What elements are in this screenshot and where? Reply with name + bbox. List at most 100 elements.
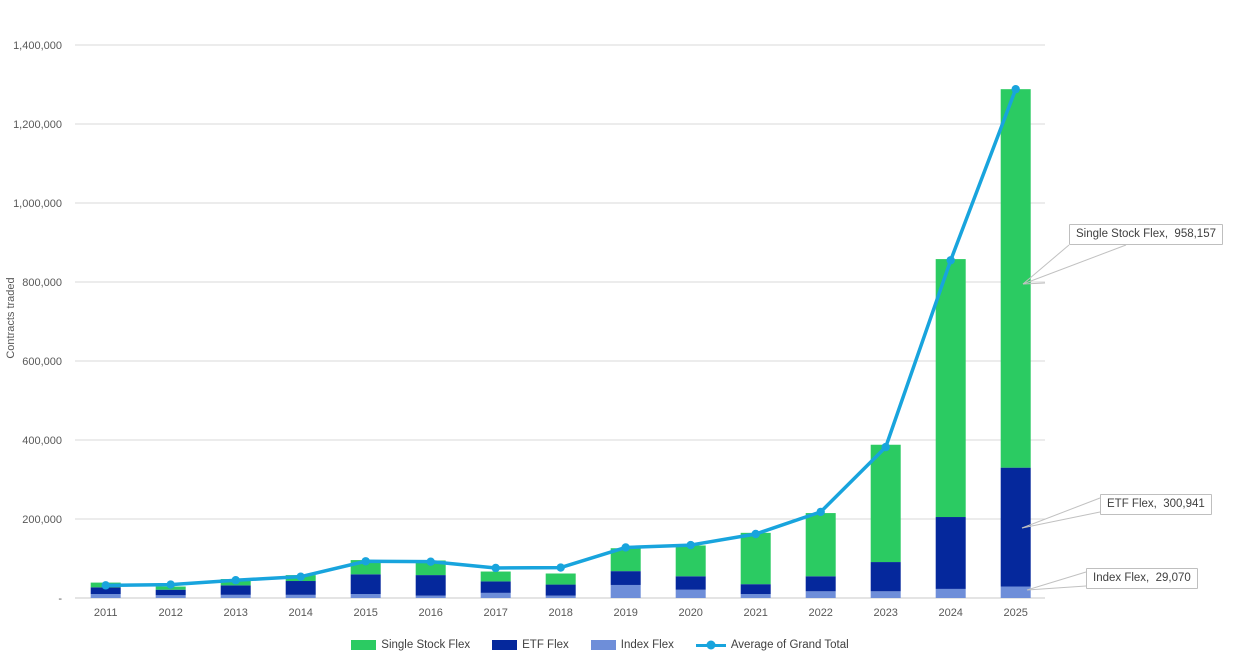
leader-line bbox=[1021, 511, 1101, 529]
x-tick-label: 2022 bbox=[808, 607, 832, 619]
data-label-etf-flex: ETF Flex, 300,941 bbox=[1100, 494, 1212, 515]
line-marker-2024 bbox=[946, 256, 955, 265]
leader-line bbox=[1022, 244, 1127, 285]
bar-index-flex-2016 bbox=[415, 595, 446, 598]
line-marker-2012 bbox=[166, 580, 175, 589]
bar-index-flex-2022 bbox=[805, 591, 836, 598]
data-label-single-stock-flex: Single Stock Flex, 958,157 bbox=[1069, 224, 1223, 245]
leader-line bbox=[1021, 497, 1101, 529]
line-marker-2016 bbox=[426, 557, 435, 566]
bar-etf-flex-2016 bbox=[415, 575, 446, 596]
bar-index-flex-2013 bbox=[220, 594, 251, 598]
bar-etf-flex-2021 bbox=[740, 584, 771, 595]
bar-index-flex-2018 bbox=[545, 595, 576, 598]
bar-index-flex-2020 bbox=[675, 589, 706, 598]
legend: Single Stock Flex ETF Flex Index Flex Av… bbox=[0, 639, 1200, 651]
line-marker-2019 bbox=[621, 543, 630, 552]
x-tick-label: 2018 bbox=[548, 607, 572, 619]
bar-etf-flex-2022 bbox=[805, 576, 836, 592]
bar-index-flex-2019 bbox=[610, 584, 641, 598]
line-marker-2015 bbox=[361, 557, 370, 566]
bar-index-flex-2011 bbox=[90, 594, 121, 598]
bar-single-stock-flex-2023 bbox=[870, 444, 901, 563]
leader-line bbox=[1026, 585, 1087, 591]
leader-line bbox=[1026, 571, 1087, 591]
bar-index-flex-2015 bbox=[350, 594, 381, 598]
line-marker-2021 bbox=[751, 529, 760, 539]
x-tick-label: 2014 bbox=[288, 607, 312, 619]
x-tick-label: 2015 bbox=[353, 607, 377, 619]
x-tick-label: 2021 bbox=[743, 607, 767, 619]
x-tick-label: 2024 bbox=[938, 607, 962, 619]
x-tick-label: 2023 bbox=[873, 607, 897, 619]
bar-single-stock-flex-2025 bbox=[1000, 89, 1031, 468]
line-marker-2017 bbox=[491, 563, 500, 573]
y-tick-label: 1,400,000 bbox=[13, 40, 62, 52]
y-tick-label: - bbox=[58, 593, 62, 605]
x-tick-label: 2012 bbox=[158, 607, 182, 619]
bar-etf-flex-2020 bbox=[675, 576, 706, 590]
line-marker-2013 bbox=[231, 576, 240, 585]
y-tick-label: 200,000 bbox=[22, 514, 62, 526]
line-marker-2018 bbox=[556, 563, 565, 572]
x-tick-label: 2019 bbox=[613, 607, 637, 619]
legend-item-etf-flex: ETF Flex bbox=[492, 639, 569, 651]
bar-etf-flex-2023 bbox=[870, 562, 901, 592]
y-tick-label: 1,000,000 bbox=[13, 198, 62, 210]
bar-index-flex-2014 bbox=[285, 594, 316, 598]
y-tick-label: 1,200,000 bbox=[13, 119, 62, 131]
x-tick-label: 2016 bbox=[418, 607, 442, 619]
x-tick-label: 2020 bbox=[678, 607, 702, 619]
bar-index-flex-2024 bbox=[935, 588, 966, 598]
bar-single-stock-flex-2021 bbox=[740, 532, 771, 585]
bar-single-stock-flex-2019 bbox=[610, 548, 641, 572]
line-marker-2022 bbox=[816, 507, 825, 517]
bar-index-flex-2023 bbox=[870, 591, 901, 598]
legend-item-single-stock-flex: Single Stock Flex bbox=[351, 639, 470, 651]
bar-etf-flex-2018 bbox=[545, 584, 576, 596]
x-tick-label: 2013 bbox=[223, 607, 247, 619]
bar-etf-flex-2017 bbox=[480, 581, 511, 593]
bar-etf-flex-2015 bbox=[350, 574, 381, 595]
average-line-swatch-icon bbox=[695, 640, 726, 651]
etf-flex-swatch-icon bbox=[492, 640, 518, 650]
bar-etf-flex-2013 bbox=[220, 585, 251, 595]
legend-label: Average of Grand Total bbox=[730, 639, 849, 651]
x-tick-label: 2025 bbox=[1003, 607, 1027, 619]
bar-etf-flex-2014 bbox=[285, 581, 316, 595]
bar-index-flex-2025 bbox=[1000, 586, 1031, 598]
legend-label: ETF Flex bbox=[522, 639, 569, 651]
bar-single-stock-flex-2017 bbox=[480, 571, 511, 582]
y-tick-label: 400,000 bbox=[22, 435, 62, 447]
bar-etf-flex-2019 bbox=[610, 571, 641, 585]
bar-index-flex-2012 bbox=[155, 595, 186, 598]
bar-single-stock-flex-2022 bbox=[805, 513, 836, 577]
line-marker-2025 bbox=[1011, 84, 1020, 94]
bar-single-stock-flex-2024 bbox=[935, 259, 966, 518]
bar-etf-flex-2024 bbox=[935, 517, 966, 589]
legend-label: Single Stock Flex bbox=[381, 639, 471, 651]
bar-single-stock-flex-2020 bbox=[675, 545, 706, 577]
data-label-index-flex: Index Flex, 29,070 bbox=[1086, 568, 1198, 589]
x-tick-label: 2017 bbox=[483, 607, 507, 619]
bar-single-stock-flex-2018 bbox=[545, 573, 576, 585]
y-axis-title: Contracts traded bbox=[5, 277, 17, 359]
leader-line bbox=[1022, 282, 1046, 285]
line-marker-2011 bbox=[101, 581, 110, 590]
bar-index-flex-2021 bbox=[740, 594, 771, 598]
line-marker-2020 bbox=[686, 540, 695, 550]
line-marker-2014 bbox=[296, 572, 305, 581]
y-tick-label: 800,000 bbox=[22, 277, 62, 289]
single-stock-flex-swatch-icon bbox=[351, 640, 377, 650]
index-flex-swatch-icon bbox=[590, 640, 616, 650]
legend-item-index-flex: Index Flex bbox=[590, 639, 674, 651]
bar-etf-flex-2011 bbox=[90, 587, 121, 595]
line-marker-2023 bbox=[881, 442, 890, 452]
bar-etf-flex-2012 bbox=[155, 589, 186, 596]
bar-index-flex-2017 bbox=[480, 592, 511, 598]
legend-label: Index Flex bbox=[620, 639, 674, 651]
legend-item-average-of-grand-total: Average of Grand Total bbox=[695, 639, 849, 651]
leader-line bbox=[1022, 244, 1070, 285]
